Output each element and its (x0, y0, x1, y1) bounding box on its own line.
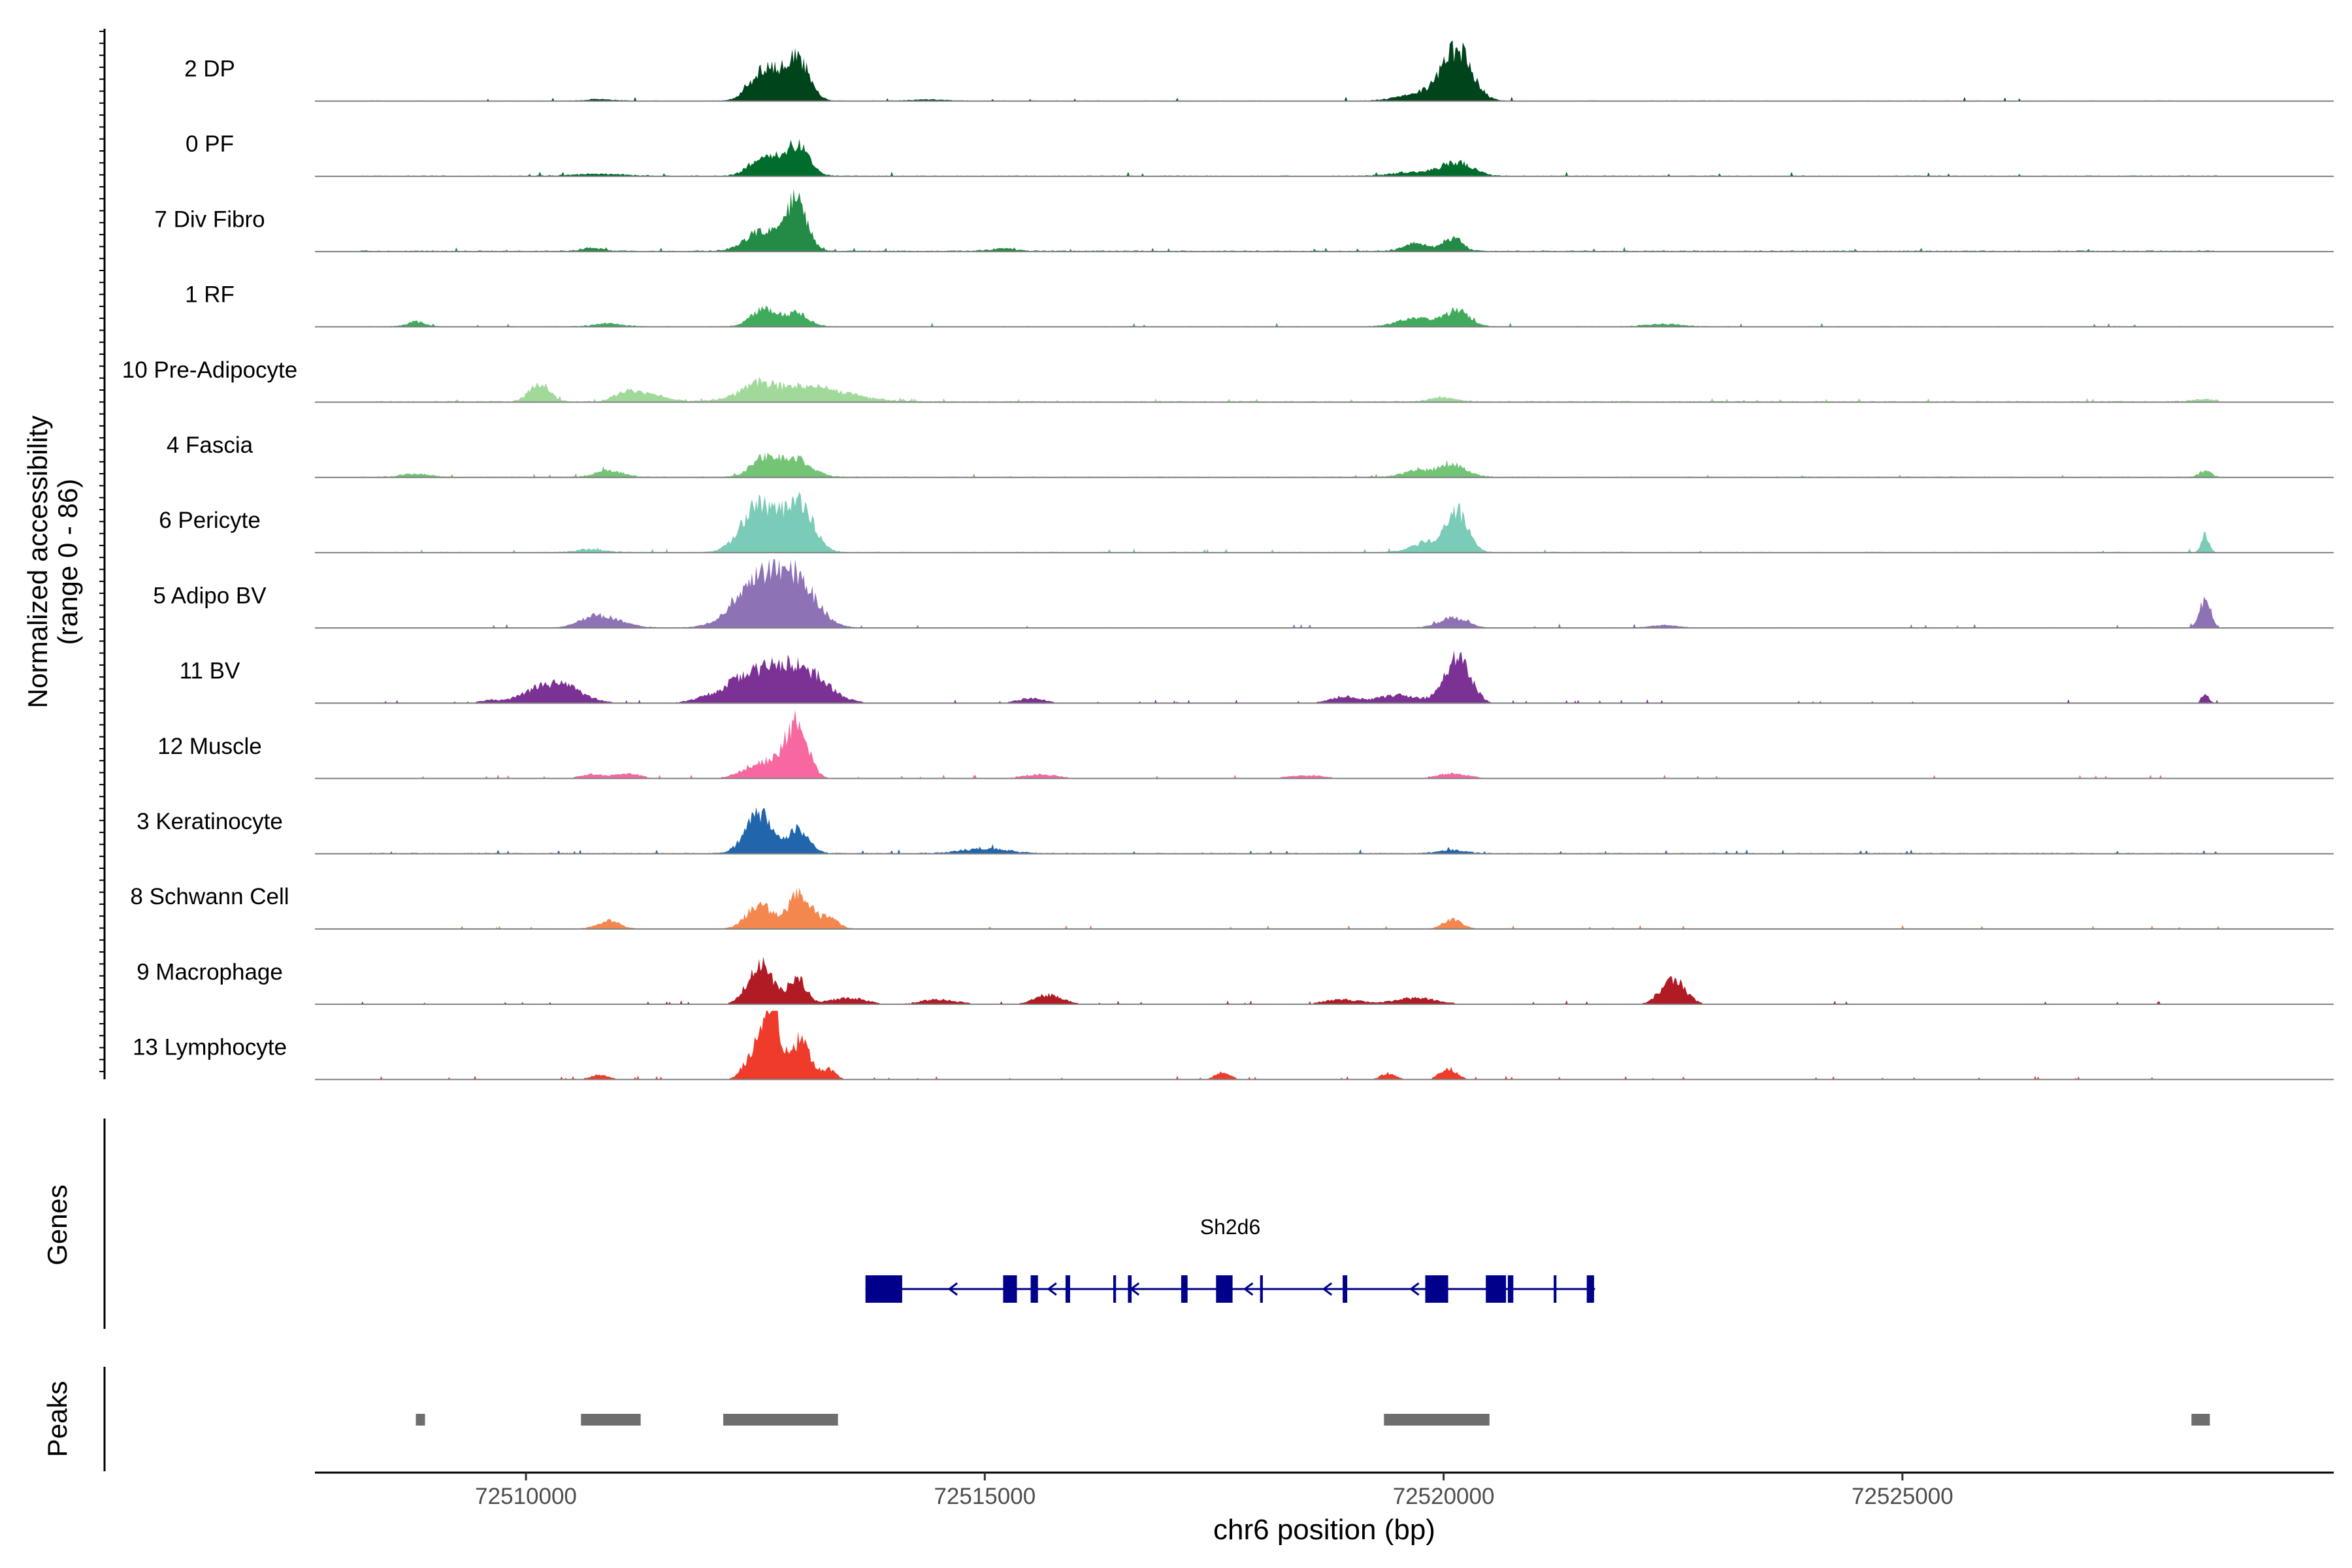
coverage-area (315, 491, 2334, 553)
peaks-label: Peaks (42, 1381, 73, 1458)
y-axis-label-line2: (range 0 - 86) (52, 479, 83, 645)
gene-exon (1260, 1275, 1263, 1303)
track-label: 3 Keratinocyte (137, 809, 283, 834)
coverage-area (315, 887, 2334, 929)
gene-exon (1586, 1275, 1594, 1303)
track-label: 7 Div Fibro (154, 206, 265, 232)
gene-exon (1003, 1275, 1017, 1303)
track-label: 11 BV (180, 659, 240, 684)
track-label: 2 DP (184, 56, 235, 82)
track: 9 Macrophage (137, 956, 2334, 1005)
x-axis-title: chr6 position (bp) (1213, 1514, 1435, 1546)
genes-panel: Genes Sh2d6 (42, 1119, 1595, 1329)
track: 13 Lymphocyte (133, 1011, 2334, 1081)
track: 5 Adipo BV (153, 559, 2334, 629)
track-label: 1 RF (185, 282, 235, 308)
x-axis: 72510000 72515000 72520000 72525000 chr6 po… (315, 1471, 2334, 1546)
gene-exon (1181, 1275, 1188, 1303)
x-tick-label: 72520000 (1393, 1484, 1495, 1509)
track: 7 Div Fibro (154, 189, 2334, 253)
y-axis-label-line1: Normalized accessibility (22, 416, 53, 708)
coverage-area (315, 139, 2334, 176)
track: 10 Pre-Adipocyte (122, 357, 2334, 403)
gene-strand-arrow (1243, 1282, 1254, 1296)
coverage-area (315, 710, 2334, 779)
gene-strand-arrow (1409, 1282, 1420, 1296)
track: 3 Keratinocyte (137, 807, 2334, 855)
track-label: 10 Pre-Adipocyte (122, 357, 297, 383)
coverage-area (315, 305, 2334, 327)
track: 12 Muscle (157, 710, 2334, 779)
peaks-panel: Peaks (42, 1367, 2210, 1471)
x-tick-label: 72515000 (934, 1484, 1036, 1509)
coverage-area (315, 1011, 2334, 1080)
track-label: 9 Macrophage (137, 959, 283, 985)
track-label: 5 Adipo BV (153, 583, 267, 608)
gene-exon (1113, 1275, 1117, 1303)
coverage-area (315, 376, 2334, 402)
coverage-area (315, 559, 2334, 629)
gene-exon (865, 1275, 902, 1303)
track: 4 Fascia (167, 433, 2334, 478)
peak-region (2191, 1414, 2210, 1426)
track-label: 13 Lymphocyte (133, 1035, 287, 1060)
track: 8 Schwann Cell (130, 884, 2334, 930)
y-axis-label: Normalized accessibility (range 0 - 86) (22, 416, 83, 708)
track-label: 4 Fascia (167, 433, 253, 458)
track: 0 PF (186, 131, 2334, 177)
coverage-area (315, 40, 2334, 101)
coverage-area (315, 650, 2334, 704)
track: 1 RF (185, 282, 2334, 328)
x-tick-label: 72525000 (1852, 1484, 1953, 1509)
gene-exon (1486, 1275, 1507, 1303)
gene-exon (1343, 1275, 1348, 1303)
gene-exon (1554, 1275, 1557, 1303)
gene-exon (1216, 1275, 1233, 1303)
gene-model (865, 1275, 1595, 1303)
gene-strand-arrow (1129, 1282, 1140, 1296)
gene-strand-arrow (1047, 1282, 1057, 1296)
coverage-axis (99, 29, 106, 1079)
gene-exon (1425, 1275, 1448, 1303)
gene-name-label: Sh2d6 (1200, 1215, 1261, 1239)
coverage-area (315, 189, 2334, 252)
track: 11 BV (180, 650, 2334, 704)
peak-regions (416, 1414, 2210, 1426)
track: 2 DP (184, 40, 2334, 102)
gene-exon (1030, 1275, 1038, 1303)
track: 6 Pericyte (159, 491, 2334, 553)
coverage-area (315, 452, 2334, 478)
coverage-tracks: 2 DP 0 PF 7 Div Fibro 1 RF 10 Pre-Adipocyte 4… (122, 40, 2334, 1081)
gene-exon (1065, 1275, 1070, 1303)
x-tick-label: 72510000 (475, 1484, 577, 1509)
gene-exon (1507, 1275, 1514, 1303)
peak-region (723, 1414, 838, 1426)
track-label: 6 Pericyte (159, 508, 261, 533)
x-ticks: 72510000 72515000 72520000 72525000 (475, 1473, 1953, 1509)
peak-region (416, 1414, 425, 1426)
peak-region (581, 1414, 641, 1426)
track-label: 8 Schwann Cell (130, 884, 289, 909)
coverage-area (315, 956, 2334, 1005)
coverage-area (315, 807, 2334, 854)
peak-region (1384, 1414, 1490, 1426)
genes-label: Genes (42, 1184, 73, 1266)
gene-strand-arrow (1322, 1282, 1333, 1296)
track-label: 12 Muscle (157, 734, 262, 759)
track-label: 0 PF (186, 131, 234, 157)
gene-strand-arrow (947, 1282, 958, 1296)
